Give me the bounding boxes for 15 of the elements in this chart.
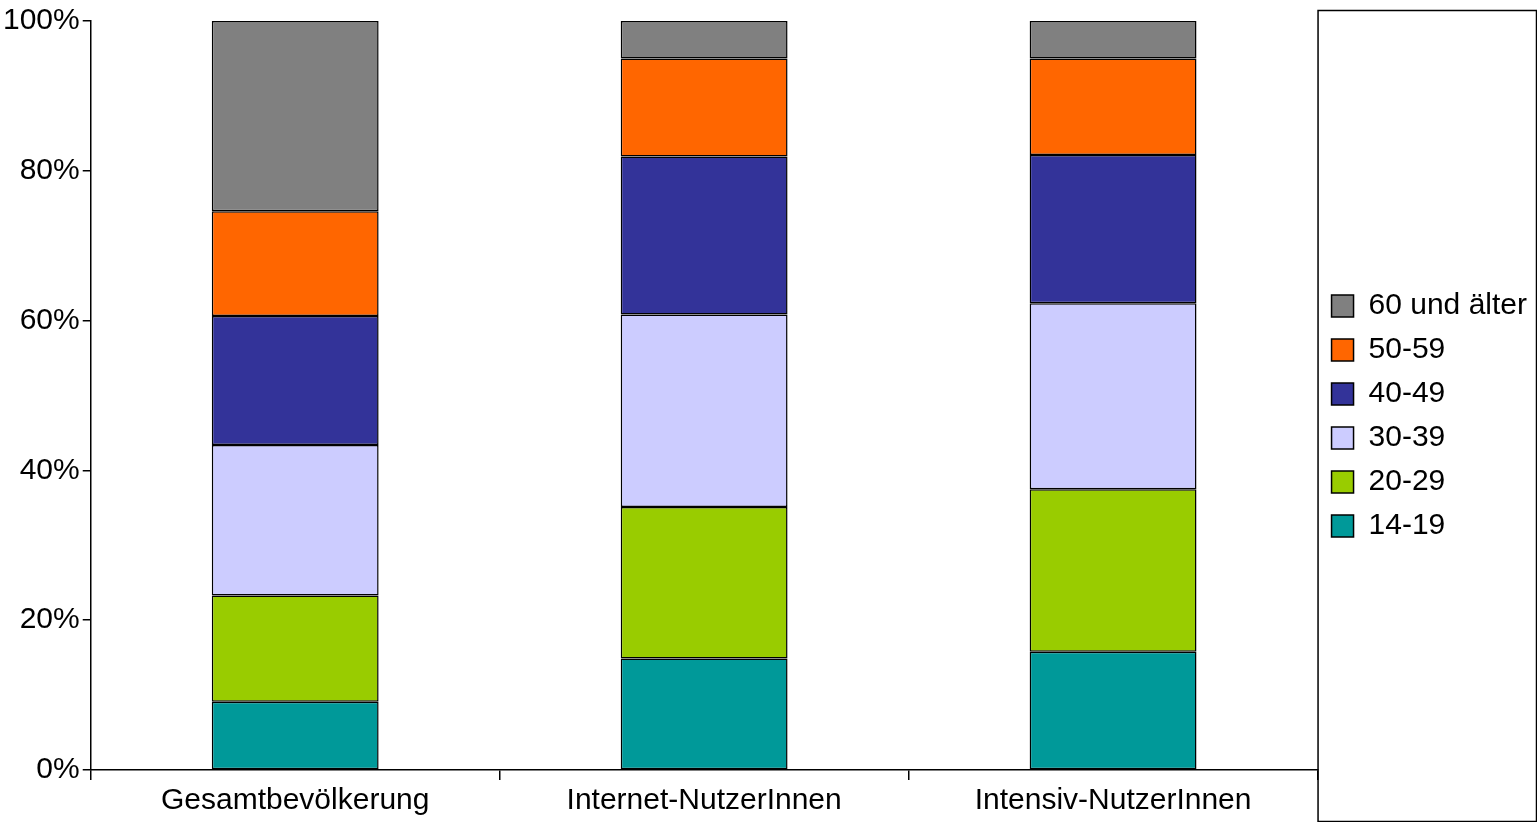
- y-tick-label: 80%: [19, 152, 80, 186]
- y-tick-label: 0%: [36, 751, 80, 785]
- legend-label: 40-49: [1368, 375, 1446, 409]
- legend-label: 60 und älter: [1368, 287, 1528, 321]
- x-tick-label: Intensiv-NutzerInnen: [974, 782, 1252, 816]
- legend-label: 30-39: [1368, 419, 1446, 453]
- y-tick-label: 40%: [19, 451, 80, 485]
- legend-label: 20-29: [1368, 463, 1446, 497]
- y-tick-label: 20%: [19, 601, 80, 635]
- y-tick-label: 100%: [2, 2, 80, 36]
- x-tick-label: Gesamtbevölkerung: [160, 782, 430, 816]
- y-tick-label: 60%: [19, 301, 80, 335]
- x-tick-label: Internet-NutzerInnen: [566, 782, 842, 816]
- legend-label: 14-19: [1368, 507, 1446, 541]
- legend-label: 50-59: [1368, 331, 1446, 365]
